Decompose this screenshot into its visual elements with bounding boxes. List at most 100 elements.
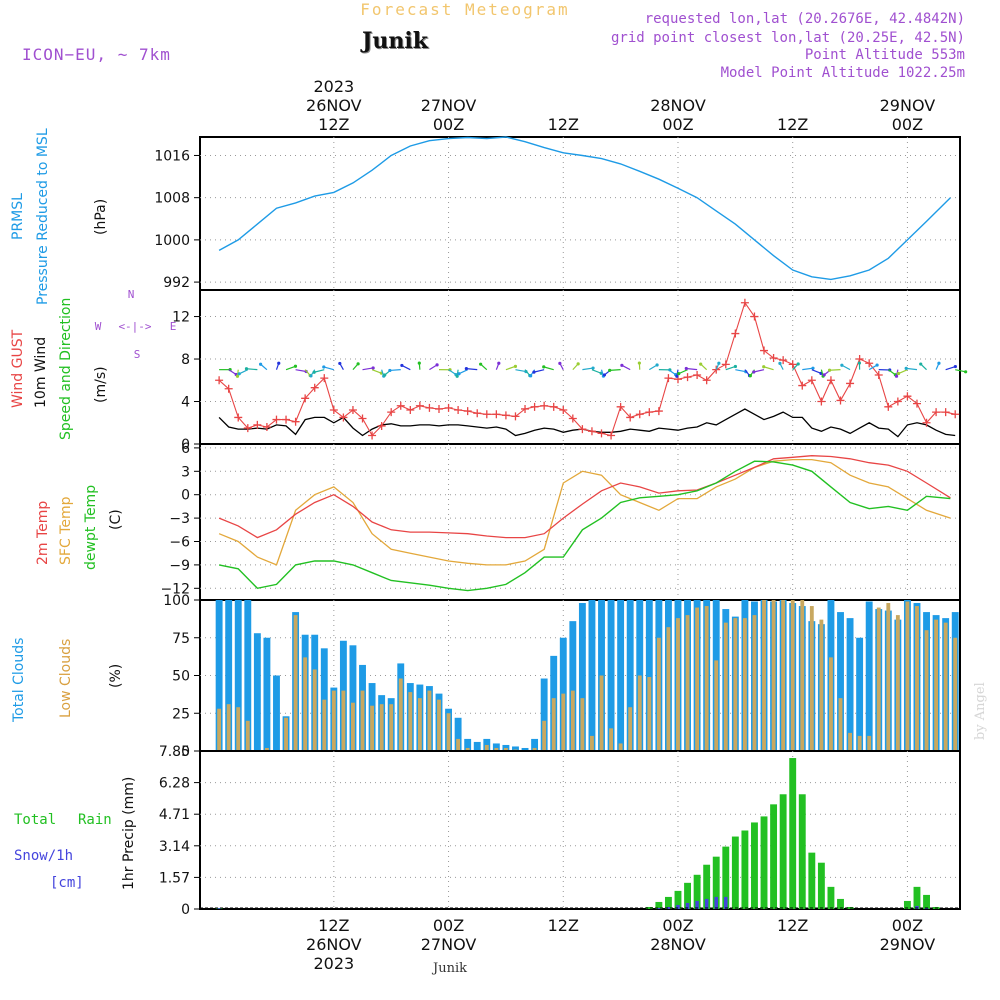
gust-marker [368,431,377,440]
wind-direction-arrow [362,367,374,371]
wind-arrow-head [237,372,241,376]
wind-direction-arrow [515,369,527,373]
gust-marker [540,401,549,410]
sfc-temp-label: SFC Temp [58,496,74,565]
low-cloud-bar [905,601,910,751]
low-cloud-bar [867,735,872,751]
time-axis-label: 00Z [433,115,464,134]
compass-west: W [95,320,102,333]
low-cloud-bar [236,707,241,751]
wind-arrow-head [388,368,392,373]
wind-arrow-head [277,361,281,365]
product-title: Forecast Meteogram [360,0,569,19]
compass-south: S [134,348,141,361]
low-cloud-bar [398,678,403,751]
low-cloud-bar [599,675,604,751]
gust-marker [415,401,424,410]
gust-marker [377,421,386,430]
wind-arrow-head [576,362,580,366]
low-cloud-bar [570,690,575,751]
y-tick-label: 1016 [154,148,190,164]
low-cloud-bar [561,693,566,751]
total-cloud-bar [578,603,586,751]
total-cloud-bar [215,600,223,751]
gust-marker [406,406,415,415]
ms-unit-label: (m/s) [93,366,109,403]
gust-marker [626,413,635,422]
wind-direction-arrow [686,367,698,371]
low-cloud-bar [723,622,728,751]
grid-point-coords: grid point closest lon,lat (20.25E, 42.5… [611,30,965,46]
rain-bar [903,900,911,909]
wind-arrow-head [309,374,313,378]
requested-coords: requested lon,lat (20.2676E, 42.4842N) [645,11,965,27]
gust-marker [262,423,271,432]
gust-marker [932,408,941,417]
low-cloud-bar [341,690,346,751]
gust-marker [454,406,463,415]
low-cloud-bar [714,660,719,751]
gust-marker [339,413,348,422]
y-tick-label: 75 [172,631,190,647]
gust-marker [444,403,453,412]
gust-marker [568,414,577,423]
y-tick-label: 1008 [154,191,190,207]
low-cloud-bar [284,717,288,751]
rain-bar [913,886,921,909]
time-axis-label: 29NOV [880,935,936,954]
gust-marker [645,408,654,417]
pressure-panel: 992 1000 1008 1016 [154,136,961,291]
low-cloud-bar [618,743,623,751]
wind-arrow-head [637,361,641,365]
wind-direction-arrow [753,369,765,373]
total-cloud-bar [273,675,280,751]
low-cloud-bar [886,603,891,751]
low-cloud-bar [838,698,843,751]
low-cloud-bar [417,698,422,751]
gust-marker [817,397,826,406]
wind-arrow-head [699,362,703,366]
total-cloud-bar [626,600,634,751]
wind-arrow-head [532,370,536,374]
panel-frame [199,750,961,910]
wind-direction-arrow [543,366,554,371]
wind-direction-arrow [246,368,258,371]
gust-marker [530,402,539,411]
low-cloud-bar [542,720,547,751]
low-cloud-bar [331,690,336,751]
wind-arrow-head [827,368,832,372]
rain-bar [731,836,739,909]
low-cloud-bar [771,600,776,751]
total-cloud-bar [492,743,500,751]
wind-panel: 0 4 8 12 [172,289,968,453]
wind-arrow-head [542,365,546,369]
wind-arrow-head [244,367,249,371]
y-tick-label: 3.14 [159,839,190,855]
gust-marker [253,420,262,429]
y-tick-label: −3 [169,511,190,527]
pressure-line [218,136,951,281]
low-cloud-bar [953,637,958,751]
rain-bar [789,758,797,909]
wind-arrow-head [529,374,533,378]
snow-bar [724,896,728,909]
rain-bar [674,890,682,909]
low-cloud-bar [427,690,432,751]
rain-bar [923,894,930,909]
y-tick-label: 7.85 [159,744,190,760]
footer-location: Junik [431,961,467,976]
total-cloud-bar [454,717,462,751]
gust-marker [750,312,759,321]
time-axis-label: 00Z [892,115,923,134]
model-altitude: Model Point Altitude 1022.25m [721,65,965,81]
y-tick-label: 4.71 [159,807,190,823]
gust-marker [224,384,233,393]
wind-arrow-head [513,364,518,368]
gust-marker [922,418,931,427]
wind-arrow-head [293,364,298,368]
gust-marker [215,376,224,385]
low-cloud-bar [408,692,413,751]
wind-arrow-head [684,366,688,371]
gust-marker [387,408,396,417]
wind-gust-line [218,301,956,437]
